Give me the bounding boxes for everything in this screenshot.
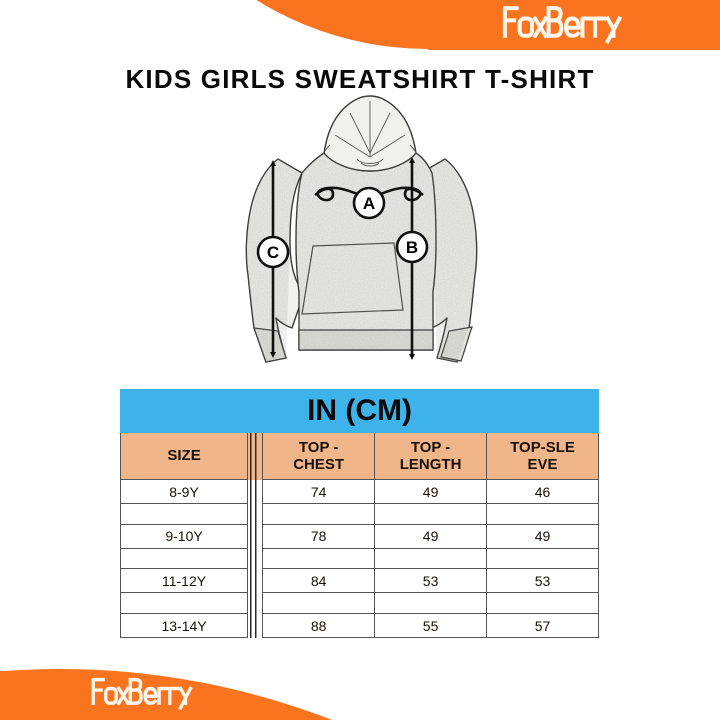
svg-text:B: B <box>406 238 418 257</box>
svg-text:C: C <box>267 243 279 262</box>
svg-text:A: A <box>363 194 375 213</box>
